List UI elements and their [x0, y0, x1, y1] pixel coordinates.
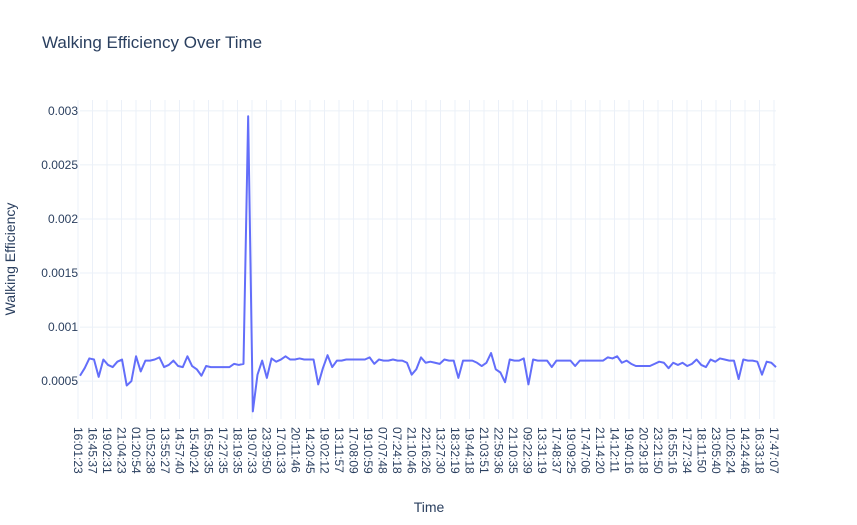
x-tick-label: 14:20:45 — [303, 427, 317, 474]
x-tick-label: 17:01:33 — [274, 427, 288, 474]
x-tick-label: 17:27:35 — [216, 427, 230, 474]
x-tick-label: 23:05:40 — [709, 427, 723, 474]
x-tick-label: 23:21:50 — [651, 427, 665, 474]
y-tick-label: 0.003 — [48, 104, 78, 118]
x-tick-label: 17:47:06 — [579, 427, 593, 474]
y-tick-label: 0.001 — [48, 320, 78, 334]
x-tick-label: 16:55:16 — [666, 427, 680, 474]
x-tick-label: 18:19:35 — [231, 427, 245, 474]
x-tick-label: 13:27:30 — [434, 427, 448, 474]
y-tick-label: 0.002 — [48, 212, 78, 226]
x-tick-label: 18:11:50 — [695, 427, 709, 473]
x-tick-label: 17:47:07 — [767, 427, 781, 474]
x-tick-label: 19:10:59 — [361, 427, 375, 474]
y-tick-label: 0.0005 — [41, 374, 78, 388]
x-tick-label: 14:12:11 — [608, 427, 622, 473]
x-tick-label: 23:29:50 — [260, 427, 274, 474]
x-tick-label: 14:24:46 — [738, 427, 752, 474]
x-tick-label: 19:44:18 — [463, 427, 477, 474]
x-tick-label: 14:57:40 — [173, 427, 187, 474]
x-tick-label: 22:16:26 — [419, 427, 433, 474]
x-tick-label: 16:45:37 — [86, 427, 100, 474]
x-tick-label: 20:29:18 — [637, 427, 651, 474]
x-tick-label: 21:14:20 — [593, 427, 607, 474]
x-tick-label: 15:40:24 — [187, 427, 201, 474]
x-axis-label: Time — [414, 499, 445, 515]
x-tick-label: 07:24:18 — [390, 427, 404, 474]
x-tick-label: 22:59:36 — [492, 427, 506, 474]
x-tick-label: 20:11:46 — [289, 427, 303, 473]
grid-lines — [77, 100, 776, 419]
x-tick-label: 18:32:19 — [448, 427, 462, 474]
x-tick-label: 16:01:23 — [71, 427, 85, 474]
x-tick-label: 19:09:25 — [564, 427, 578, 474]
y-axis-label: Walking Efficiency — [2, 203, 18, 316]
y-tick-label: 0.0015 — [41, 266, 78, 280]
x-tick-label: 13:31:19 — [535, 427, 549, 474]
y-tick-label: 0.0025 — [41, 158, 78, 172]
x-tick-label: 21:03:51 — [477, 427, 491, 474]
x-tick-label: 19:02:12 — [318, 427, 332, 474]
x-tick-label: 21:10:46 — [405, 427, 419, 474]
x-tick-label: 13:11:57 — [332, 427, 346, 473]
x-tick-label: 17:08:09 — [347, 427, 361, 474]
x-tick-label: 19:02:31 — [100, 427, 114, 474]
x-tick-label: 16:33:18 — [753, 427, 767, 474]
x-axis-ticks: 16:01:23 16:45:37 19:02:31 21:04:23 01:20:54… — [71, 427, 781, 474]
chart-title: Walking Efficiency Over Time — [42, 33, 263, 52]
x-tick-label: 01:20:54 — [129, 427, 143, 474]
series-line — [79, 115, 777, 413]
x-tick-label: 17:27:34 — [680, 427, 694, 474]
x-tick-label: 16:59:35 — [202, 427, 216, 474]
x-tick-label: 09:22:39 — [521, 427, 535, 474]
x-tick-label: 21:04:23 — [115, 427, 129, 474]
x-tick-label: 10:26:24 — [724, 427, 738, 474]
x-tick-label: 07:07:48 — [376, 427, 390, 474]
x-tick-label: 21:10:35 — [506, 427, 520, 474]
x-tick-label: 19:07:33 — [245, 427, 259, 474]
y-axis-ticks: 0.0005 0.001 0.0015 0.002 0.0025 0.003 — [41, 104, 78, 388]
x-tick-label: 13:55:27 — [158, 427, 172, 474]
x-tick-label: 10:52:38 — [144, 427, 158, 474]
x-tick-label: 19:40:16 — [622, 427, 636, 474]
x-tick-label: 17:48:37 — [550, 427, 564, 474]
